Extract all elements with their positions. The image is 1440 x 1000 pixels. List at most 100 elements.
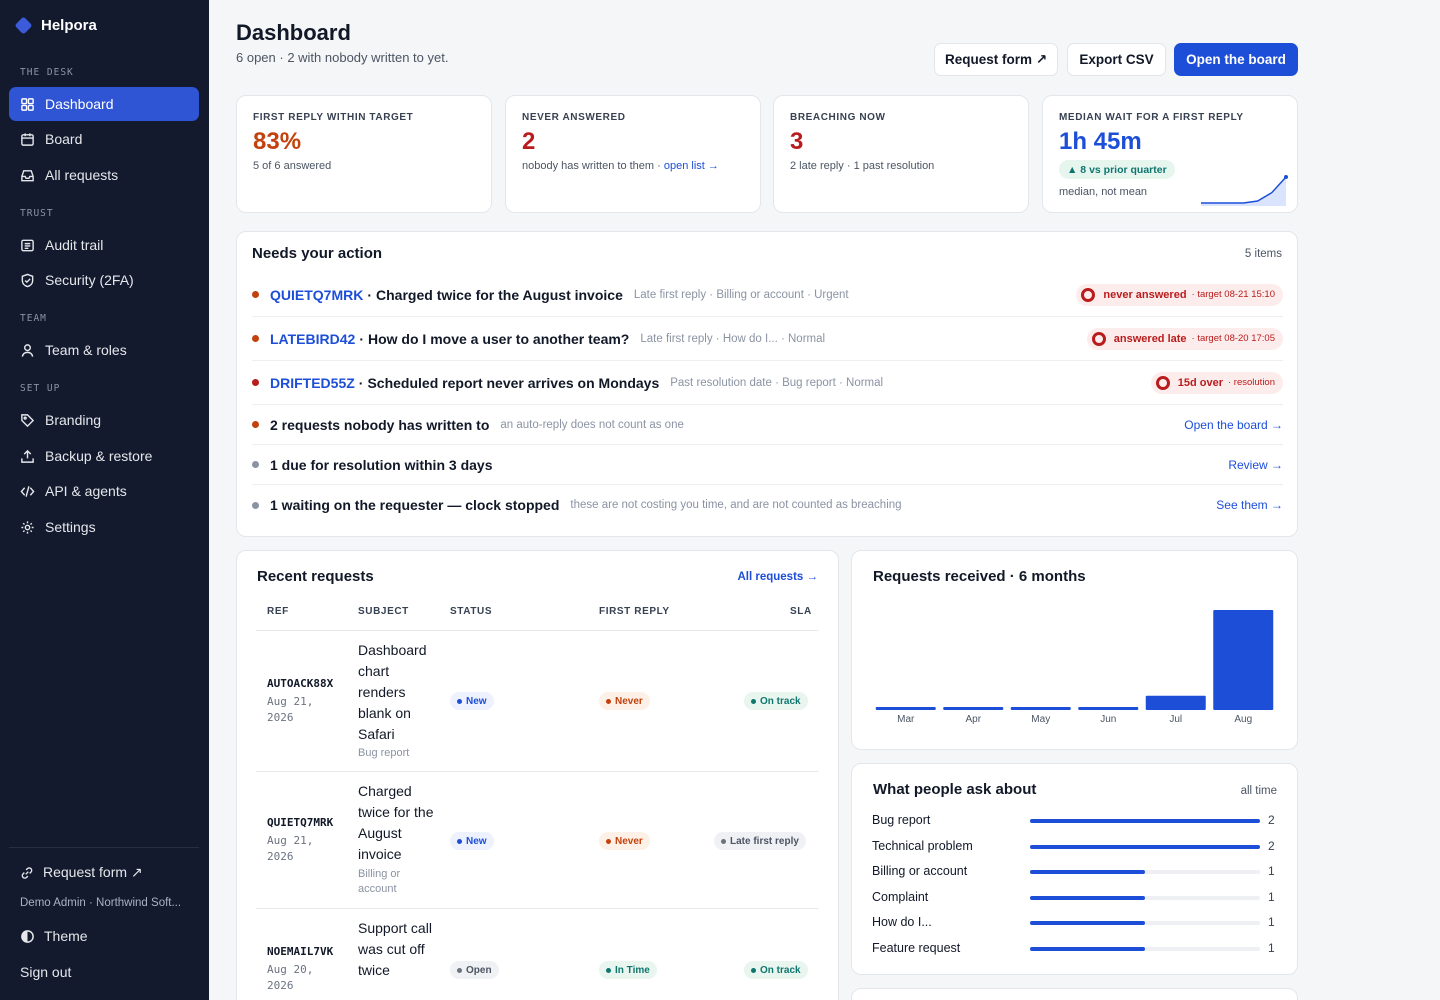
sidebar-item-label: Team & roles — [45, 342, 127, 358]
sidebar-item-team-roles[interactable]: Team & roles — [9, 333, 199, 367]
sidebar-item-backup-restore[interactable]: Backup & restore — [9, 439, 199, 473]
topic-count: 2 — [1268, 838, 1275, 853]
topic-label[interactable]: Feature request — [872, 941, 961, 955]
sidebar-item-security[interactable]: Security (2FA) — [9, 263, 199, 297]
sidebar-item-audit-trail[interactable]: Audit trail — [9, 228, 199, 262]
ref-link[interactable]: DRIFTED55Z — [270, 374, 355, 391]
sparkline-area — [1201, 177, 1286, 206]
brand[interactable]: Helpora — [14, 16, 97, 35]
sla-badge: On track — [744, 692, 808, 710]
topics-scope: all time — [1240, 785, 1277, 797]
topic-bar-track — [1030, 819, 1260, 823]
table-header-divider — [256, 630, 818, 631]
sidebar-item-label: Settings — [45, 519, 96, 535]
delta-badge: ▲ 8 vs prior quarter — [1059, 160, 1175, 179]
sla-text: On track — [760, 964, 801, 976]
row-date: Aug 20, 2026 — [267, 963, 314, 992]
priority-dot — [252, 379, 259, 386]
contrast-icon — [21, 929, 34, 943]
page-subtitle: 6 open · 2 with nobody written to yet. — [236, 50, 449, 65]
column-header-sla: SLA — [790, 606, 812, 617]
ref-link[interactable]: QUIETQ7MRK — [270, 286, 364, 303]
request-meta: Late first reply · Billing or account · … — [633, 288, 849, 301]
section-label-desk: THE DESK — [20, 67, 74, 78]
topic-bar-fill — [1030, 819, 1260, 823]
action-row[interactable]: QUIETQ7MRK · Charged twice for the August… — [252, 273, 1283, 317]
topic-label[interactable]: How do I... — [872, 915, 932, 930]
topic-label[interactable]: Bug report — [872, 813, 931, 827]
sidebar-item-branding[interactable]: Branding — [9, 403, 199, 437]
topic-bar-fill — [1030, 844, 1260, 849]
topic-label[interactable]: Technical problem — [872, 838, 973, 853]
section-label-trust: TRUST — [20, 208, 54, 219]
row-ref[interactable]: QUIETQ7MRK — [267, 816, 334, 829]
sparkline-endpoint — [1284, 175, 1288, 179]
sidebar-request-form-link[interactable]: Request form ↗ — [20, 864, 143, 881]
stat-card-first-reply: FIRST REPLY WITHIN TARGET 83% 5 of 6 ans… — [236, 95, 492, 213]
stat-card-breaching: BREACHING NOW 3 2 late reply · 1 past re… — [773, 95, 1029, 213]
sla-badge: Late first reply — [714, 832, 806, 850]
open-list-link[interactable]: open list → — [663, 160, 719, 172]
row-subject[interactable]: Dashboard chart renders blank on Safari — [358, 642, 427, 742]
stat-value: 3 — [790, 128, 804, 155]
open-board-button[interactable]: Open the board — [1174, 43, 1298, 76]
separator: · — [358, 374, 364, 391]
topic-bar-track — [1030, 895, 1260, 900]
x-tick-label: May — [1031, 714, 1051, 725]
review-link[interactable]: Review → — [1228, 457, 1283, 472]
open-board-link[interactable]: Open the board → — [1184, 417, 1283, 432]
user-icon — [21, 343, 34, 357]
request-form-button[interactable]: Request form ↗ — [934, 43, 1058, 76]
sla-dot — [721, 838, 726, 844]
row-subject[interactable]: Support call was cut off twice — [358, 920, 432, 978]
ref-link[interactable]: LATEBIRD42 — [270, 330, 356, 347]
bar-jul — [1145, 695, 1206, 710]
topic-count: 1 — [1268, 915, 1275, 930]
x-tick-label: Aug — [1234, 714, 1253, 725]
sparkline-chart — [1201, 175, 1288, 206]
sign-out-link[interactable]: Sign out — [20, 964, 71, 980]
sla-badge: On track — [744, 961, 808, 979]
breach-pill: answered late · target 08-20 17:05 — [1086, 327, 1283, 350]
section-label-team: TEAM — [20, 313, 47, 324]
all-requests-link[interactable]: All requests → — [737, 571, 818, 583]
card-title: Recent requests — [257, 568, 374, 585]
sidebar-item-settings[interactable]: Settings — [9, 510, 199, 544]
sidebar-item-api-agents[interactable]: API & agents — [9, 474, 199, 508]
request-form-label: Request form ↗ — [43, 864, 143, 880]
recent-requests-card: Recent requests All requests → — [236, 550, 839, 1000]
theme-toggle[interactable]: Theme — [20, 928, 88, 944]
column-header-status: STATUS — [450, 606, 493, 617]
breach-text: never answered — [1103, 288, 1187, 301]
row-subject[interactable]: Charged twice for the August invoice — [358, 783, 434, 862]
topic-label[interactable]: Complaint — [872, 889, 929, 904]
first-reply-dot — [606, 838, 611, 844]
export-csv-button[interactable]: Export CSV — [1067, 43, 1166, 76]
bar-jun — [1078, 707, 1139, 710]
action-row[interactable]: LATEBIRD42 · How do I move a user to anot… — [252, 317, 1283, 361]
stat-label: BREACHING NOW — [790, 112, 886, 123]
column-header-ref: REF — [267, 606, 289, 617]
stat-value: 1h 45m — [1059, 128, 1142, 155]
topic-bar-fill — [1030, 870, 1145, 875]
request-meta: Past resolution date · Bug report · Norm… — [670, 376, 884, 389]
first-reply-badge: In Time — [599, 961, 657, 979]
action-row[interactable]: DRIFTED55Z · Scheduled report never arriv… — [252, 361, 1283, 405]
sidebar-item-all-requests[interactable]: All requests — [9, 158, 199, 192]
page-title: Dashboard — [236, 20, 351, 45]
topic-bar-track — [1030, 870, 1260, 875]
priority-dot — [252, 461, 259, 468]
sidebar-item-board[interactable]: Board — [9, 122, 199, 156]
priority-dot — [252, 501, 259, 509]
sidebar-item-dashboard[interactable]: Dashboard — [9, 87, 199, 121]
see-them-link[interactable]: See them → — [1216, 498, 1283, 512]
stat-label: MEDIAN WAIT FOR A FIRST REPLY — [1059, 112, 1244, 123]
row-ref[interactable]: AUTOACK88X — [267, 677, 334, 690]
topic-count: 1 — [1268, 889, 1275, 904]
bar-apr — [943, 707, 1004, 710]
first-reply-badge: Never — [599, 692, 650, 710]
topic-label[interactable]: Billing or account — [872, 864, 968, 879]
row-category: Billing or account — [358, 868, 401, 895]
separator: · — [367, 286, 373, 303]
row-ref[interactable]: NOEMAIL7VK — [267, 945, 334, 958]
